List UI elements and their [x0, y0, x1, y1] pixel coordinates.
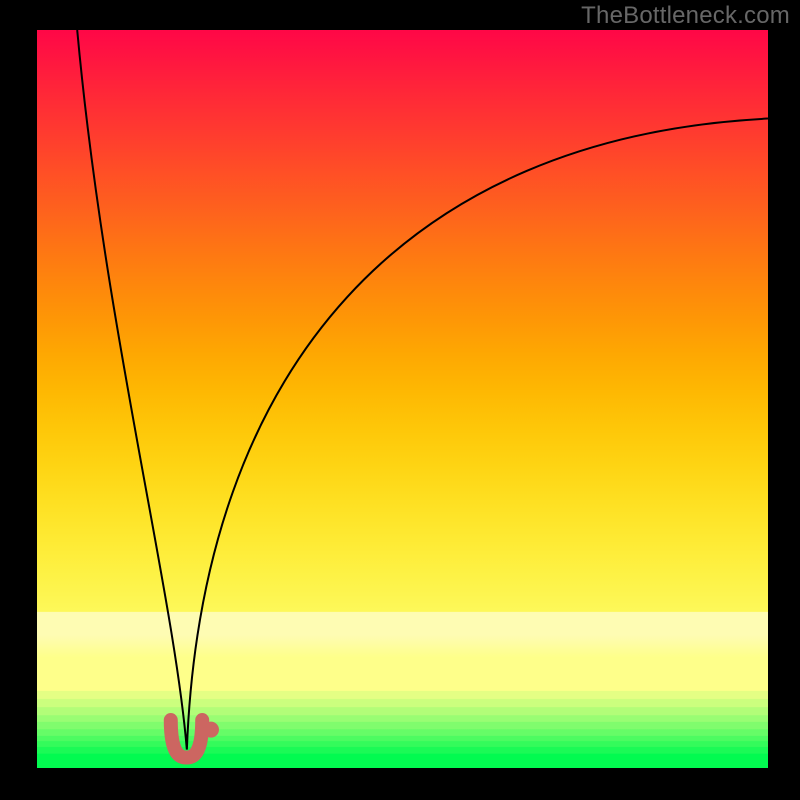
chart-stage: TheBottleneck.com	[0, 0, 800, 800]
dip-marker-dot	[203, 722, 219, 738]
plot-background	[37, 30, 768, 768]
watermark-text: TheBottleneck.com	[581, 2, 790, 30]
chart-svg	[0, 0, 800, 800]
